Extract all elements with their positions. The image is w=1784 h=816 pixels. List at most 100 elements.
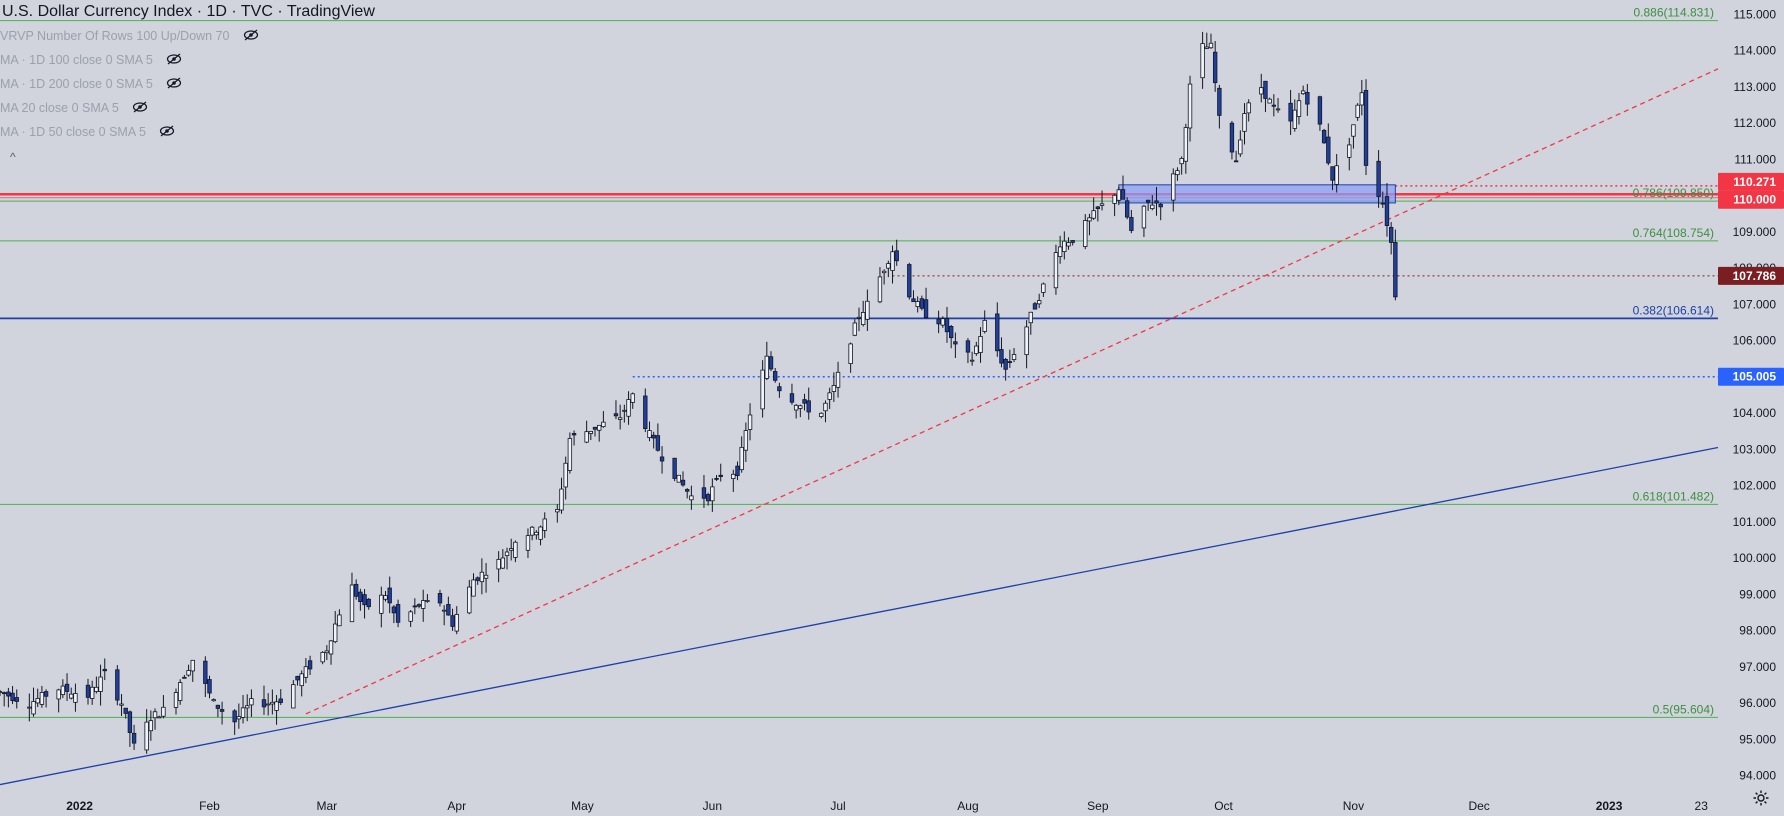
candle-up <box>186 670 191 676</box>
candle-up <box>1208 42 1214 49</box>
fib-level-label: 0.764(108.754) <box>1633 226 1714 240</box>
candle-up <box>747 414 753 430</box>
candle-down <box>123 707 128 714</box>
price-tick-label: 111.000 <box>1734 152 1776 166</box>
candle-down <box>923 299 929 319</box>
candle-up <box>496 559 501 570</box>
candle-up <box>1041 283 1046 293</box>
candle-down <box>437 593 443 604</box>
candle-up <box>1057 246 1063 257</box>
time-tick-label: Feb <box>199 799 220 813</box>
time-tick-label: Nov <box>1343 799 1364 813</box>
candle-down <box>1388 226 1394 243</box>
candle-up <box>1087 217 1092 222</box>
indicator-ma-20[interactable]: MA 20 close 0 SMA 5 <box>0 101 148 116</box>
candle-up <box>848 343 853 365</box>
chevron-up-icon[interactable]: ^ <box>10 150 16 164</box>
candle-down <box>1330 166 1335 181</box>
support-trendline <box>0 446 1719 786</box>
indicator-vrvp[interactable]: VRVP Number Of Rows 100 Up/Down 70 <box>0 29 259 44</box>
candle-down <box>362 594 367 606</box>
candle-up <box>852 322 857 336</box>
candle-down <box>1326 136 1331 164</box>
indicator-ma-200[interactable]: MA · 1D 200 close 0 SMA 5 <box>0 77 182 92</box>
candle-down <box>1393 242 1398 298</box>
candle-down <box>735 465 740 477</box>
candle-down <box>446 604 451 616</box>
candle-down <box>1229 122 1235 153</box>
fib-level-label: 0.786(109.850) <box>1633 186 1714 200</box>
candle-up <box>240 707 246 718</box>
candle-down <box>1271 104 1277 107</box>
candle-up <box>500 557 506 569</box>
eye-slash-icon[interactable] <box>243 29 259 44</box>
price-tick-label: 96.000 <box>1739 696 1776 710</box>
candle-down <box>571 433 577 436</box>
fib-level-label: 0.5(95.604) <box>1653 702 1714 716</box>
candle-up <box>299 673 304 687</box>
candle-down <box>1003 358 1008 370</box>
price-tick-label: 100.000 <box>1733 551 1777 565</box>
candle-down <box>1233 160 1239 163</box>
candle-down <box>232 710 237 723</box>
candle-up <box>1300 90 1306 95</box>
candle-up <box>1099 203 1105 206</box>
eye-slash-icon[interactable] <box>132 101 148 116</box>
candle-down <box>714 477 719 480</box>
fib-level-label: 0.886(114.831) <box>1633 6 1714 20</box>
candle-up <box>337 614 342 627</box>
candle-down <box>1070 240 1075 243</box>
candle-up <box>324 650 330 654</box>
price-tag <box>1718 367 1784 386</box>
candle-up <box>798 405 803 409</box>
candle-down <box>307 660 313 670</box>
price-tick-label: 112.000 <box>1734 116 1777 130</box>
candle-up <box>274 701 279 711</box>
candle-up <box>890 251 895 271</box>
gear-icon[interactable] <box>1752 789 1770 812</box>
candle-down <box>207 679 212 694</box>
candle-up <box>509 548 514 551</box>
indicator-ma-50[interactable]: MA · 1D 50 close 0 SMA 5 <box>0 125 175 140</box>
candle-up <box>1183 127 1189 162</box>
eye-slash-icon[interactable] <box>159 125 175 140</box>
candle-up <box>1204 46 1209 49</box>
candle-down <box>412 605 418 608</box>
candle-up <box>525 535 531 551</box>
candle-up <box>542 518 547 531</box>
time-tick-label: Mar <box>317 799 338 813</box>
candle-down <box>261 699 267 708</box>
candle-down <box>999 349 1004 364</box>
candle-up <box>1112 194 1117 204</box>
candle-down <box>295 675 300 681</box>
candle-up <box>739 446 744 471</box>
candle-up <box>622 409 627 412</box>
time-tick-label: 2022 <box>66 799 93 813</box>
indicator-ma-100[interactable]: MA · 1D 100 close 0 SMA 5 <box>0 53 182 68</box>
eye-slash-icon[interactable] <box>166 77 182 92</box>
candle-down <box>115 669 120 701</box>
candle-down <box>182 676 187 679</box>
price-tag-label: 107.786 <box>1733 269 1777 283</box>
candle-down <box>701 487 707 499</box>
eye-slash-icon[interactable] <box>166 53 182 68</box>
candle-up <box>211 699 216 702</box>
candle-up <box>940 318 945 326</box>
time-tick-label: Dec <box>1468 799 1489 813</box>
time-tick-label: Jul <box>830 799 845 813</box>
candle-down <box>685 489 690 492</box>
candle-up <box>676 474 682 483</box>
candle-down <box>2 692 7 695</box>
candle-down <box>450 615 455 627</box>
candle-up <box>73 693 78 703</box>
candle-down <box>1317 96 1323 125</box>
candle-up <box>31 701 36 715</box>
candle-up <box>69 693 74 699</box>
candle-up <box>856 316 862 319</box>
candle-up <box>978 336 983 353</box>
price-tick-label: 106.000 <box>1733 334 1777 348</box>
candle-down <box>85 684 91 698</box>
candle-down <box>6 691 11 697</box>
price-tick-label: 114.000 <box>1734 44 1777 58</box>
